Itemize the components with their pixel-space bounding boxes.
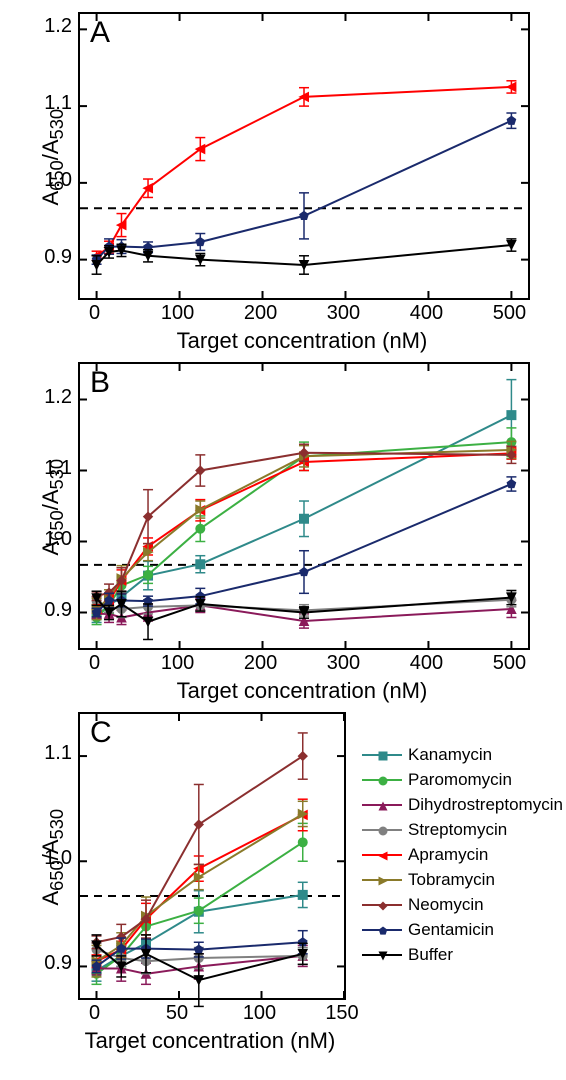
xtick-label: 500: [484, 652, 534, 675]
panel-label-b: B: [90, 366, 110, 400]
legend-label: Streptomycin: [408, 820, 507, 840]
ytick-label: 1.1: [32, 742, 72, 765]
xtick-label: 400: [401, 652, 451, 675]
legend-label: Buffer: [408, 945, 453, 965]
xtick-label: 100: [235, 1002, 285, 1025]
xtick-label: 200: [236, 302, 286, 325]
panel-label-a: A: [90, 16, 110, 50]
xtick-label: 500: [484, 302, 534, 325]
plot-area-c: [78, 712, 346, 1000]
xtick-label: 100: [153, 302, 203, 325]
legend-label: Apramycin: [408, 845, 488, 865]
figure: A B C Kanamycin Paromomycin Dihydrostrepto…: [0, 0, 566, 1080]
legend-label: Tobramycin: [408, 870, 495, 890]
xtick-label: 300: [318, 302, 368, 325]
plot-area-b: [78, 362, 530, 650]
plot-area-a: [78, 12, 530, 300]
legend-label: Kanamycin: [408, 745, 492, 765]
xtick-label: 150: [317, 1002, 367, 1025]
xtick-label: 0: [70, 652, 120, 675]
legend-item: Paromomycin: [362, 767, 563, 792]
xtick-label: 100: [153, 652, 203, 675]
ylabel: A650/A530: [38, 107, 68, 207]
legend-item: Apramycin: [362, 842, 563, 867]
legend-item: Kanamycin: [362, 742, 563, 767]
legend-item: Tobramycin: [362, 867, 563, 892]
xtick-label: 200: [236, 652, 286, 675]
legend: Kanamycin Paromomycin Dihydrostreptomycin S…: [362, 742, 563, 967]
legend-label: Neomycin: [408, 895, 484, 915]
legend-item: Buffer: [362, 942, 563, 967]
xtick-label: 50: [152, 1002, 202, 1025]
legend-item: Dihydrostreptomycin: [362, 792, 563, 817]
xlabel: Target concentration (nM): [162, 328, 442, 354]
xtick-label: 400: [401, 302, 451, 325]
ytick-label: 0.9: [32, 599, 72, 622]
ytick-label: 0.9: [32, 246, 72, 269]
ytick-label: 1.2: [32, 386, 72, 409]
ylabel: A650/A530: [38, 807, 68, 907]
legend-item: Neomycin: [362, 892, 563, 917]
xtick-label: 300: [318, 652, 368, 675]
ylabel: A650/A530: [38, 457, 68, 557]
ytick-label: 1.2: [32, 15, 72, 38]
legend-label: Paromomycin: [408, 770, 512, 790]
legend-item: Streptomycin: [362, 817, 563, 842]
ytick-label: 0.9: [32, 952, 72, 975]
xlabel: Target concentration (nM): [162, 678, 442, 704]
xtick-label: 0: [70, 302, 120, 325]
xtick-label: 0: [70, 1002, 120, 1025]
legend-label: Dihydrostreptomycin: [408, 795, 563, 815]
panel-label-c: C: [90, 716, 112, 750]
xlabel: Target concentration (nM): [70, 1028, 350, 1054]
legend-item: Gentamicin: [362, 917, 563, 942]
legend-label: Gentamicin: [408, 920, 494, 940]
